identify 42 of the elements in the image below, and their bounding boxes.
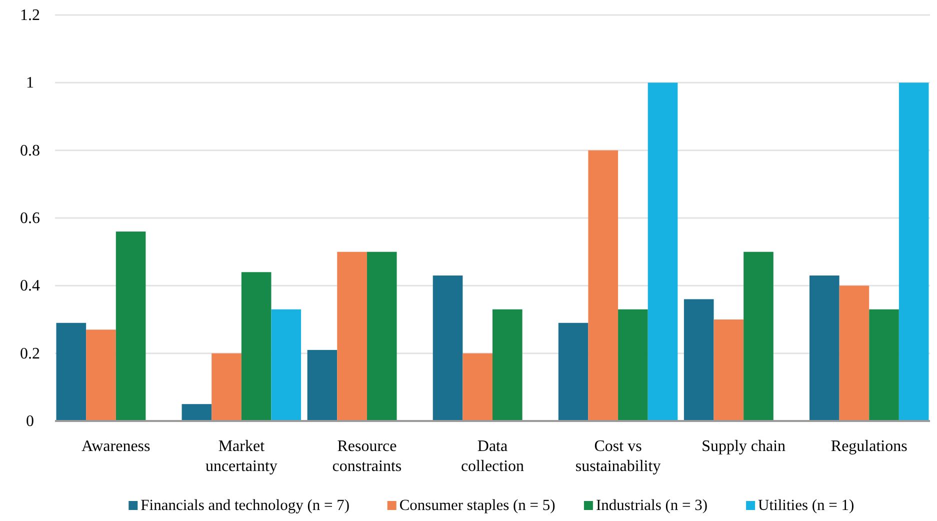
y-tick-label: 1 — [26, 74, 34, 92]
bar — [337, 252, 367, 421]
bar — [684, 299, 714, 421]
y-tick-label: 0 — [26, 413, 34, 430]
bar — [56, 322, 86, 421]
x-tick-label: Resource constraints — [332, 438, 402, 475]
bar — [182, 404, 212, 421]
bar — [432, 276, 463, 421]
bar — [744, 252, 774, 421]
y-tick-label: 0.8 — [20, 142, 40, 160]
y-tick-label: 1.2 — [20, 7, 40, 24]
bar — [462, 353, 492, 421]
bar — [588, 150, 618, 421]
bar — [898, 82, 929, 421]
legend-label: Utilities (n = 1) — [758, 497, 854, 514]
x-tick-label: Regulations — [830, 438, 908, 455]
legend-label: Financials and technology (n = 7) — [140, 497, 350, 514]
bar — [116, 232, 146, 421]
bar — [212, 353, 242, 421]
y-tick-label: 0.4 — [20, 278, 40, 295]
y-tick-label: 0.6 — [20, 210, 40, 227]
x-tick-label: Supply chain — [702, 438, 786, 455]
x-tick-label: Cost vs sustainability — [575, 438, 661, 475]
bar — [558, 322, 588, 421]
bar — [492, 309, 522, 421]
y-tick-label: 0.2 — [20, 345, 40, 362]
bar — [618, 309, 648, 421]
bar — [648, 82, 678, 421]
bar — [86, 330, 116, 421]
bar — [809, 276, 840, 421]
bar — [714, 320, 744, 421]
x-tick-label: Market uncertainty — [205, 438, 278, 475]
legend-label: Consumer staples (n = 5) — [399, 497, 556, 514]
bar — [366, 252, 397, 421]
x-tick-label: Data collection — [460, 438, 524, 475]
bar — [241, 272, 272, 421]
legend-label: Industrials (n = 3) — [596, 497, 708, 514]
bar — [307, 350, 338, 421]
bar — [271, 309, 302, 421]
bar — [839, 286, 870, 421]
x-tick-label: Awareness — [82, 438, 150, 455]
bar — [869, 309, 899, 421]
